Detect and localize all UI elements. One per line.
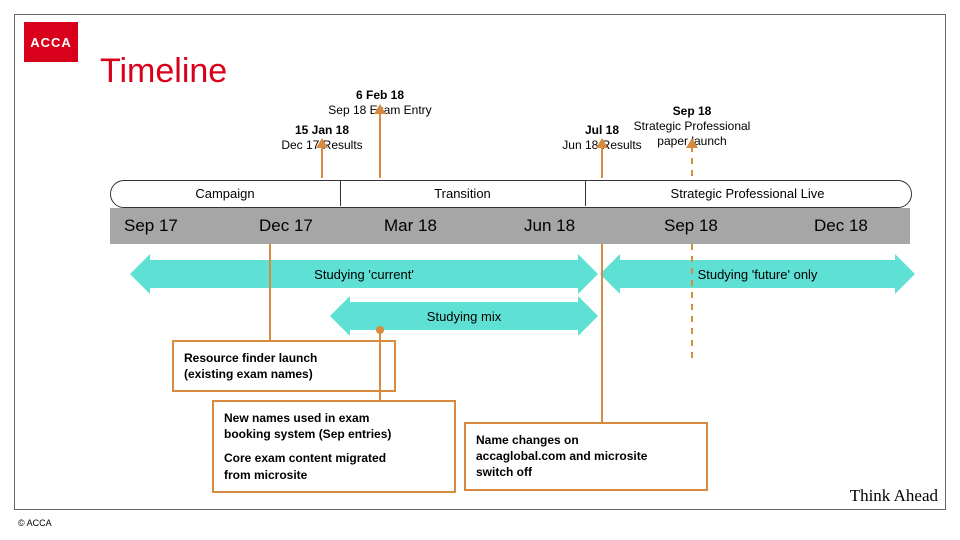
event-line-3 <box>691 146 693 178</box>
callout-0: Resource finder launch(existing exam nam… <box>172 340 396 392</box>
event-arrow-3 <box>686 138 698 148</box>
event-extend-3 <box>691 244 693 362</box>
phase-2: Strategic Professional Live <box>585 180 910 206</box>
callout-2: Name changes onaccaglobal.com and micros… <box>464 422 708 491</box>
event-line-2 <box>601 146 603 178</box>
event-line-0 <box>321 146 323 178</box>
page-title: Timeline <box>100 52 227 91</box>
callout-1: New names used in exambooking system (Se… <box>212 400 456 493</box>
month-5: Dec 18 <box>808 208 868 244</box>
callout-line-2 <box>601 244 603 422</box>
band-1: Studying 'future' only <box>620 260 895 288</box>
event-arrow-0 <box>316 138 328 148</box>
band-0: Studying 'current' <box>150 260 578 288</box>
copyright: © ACCA <box>18 518 52 528</box>
month-2: Mar 18 <box>378 208 437 244</box>
event-line-1 <box>379 112 381 178</box>
phase-1: Transition <box>340 180 585 206</box>
tagline: Think Ahead <box>850 486 938 506</box>
callout-line-1 <box>379 330 381 400</box>
event-arrow-1 <box>374 104 386 114</box>
callout-line-0 <box>269 244 271 340</box>
month-row <box>110 208 910 244</box>
callout-dot-1 <box>376 326 384 334</box>
acca-logo: ACCA <box>24 22 78 62</box>
event-arrow-2 <box>596 138 608 148</box>
band-2: Studying mix <box>350 302 578 330</box>
month-4: Sep 18 <box>658 208 718 244</box>
phase-0: Campaign <box>110 180 340 206</box>
month-0: Sep 17 <box>118 208 178 244</box>
month-3: Jun 18 <box>518 208 575 244</box>
month-1: Dec 17 <box>253 208 313 244</box>
